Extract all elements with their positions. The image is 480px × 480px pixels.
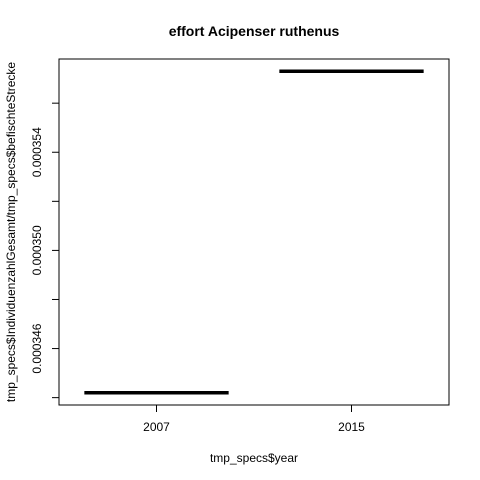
plot-frame	[58, 58, 450, 406]
y-axis: 0.000346 0.000350 0.000354	[30, 102, 59, 399]
y-tick-label: 0.000350	[30, 225, 44, 275]
x-tick-label: 2007	[143, 420, 170, 434]
data-marks	[84, 69, 424, 395]
x-axis-label: tmp_specs$year	[210, 451, 298, 465]
y-tick-label: 0.000354	[30, 127, 44, 177]
y-tick-label: 0.000346	[30, 323, 44, 373]
x-axis: 2007 2015	[143, 405, 365, 434]
chart-title: effort Acipenser ruthenus	[169, 23, 340, 39]
x-tick-label: 2015	[338, 420, 365, 434]
y-axis-label: tmp_specs$IndividuenzahlGesamt/tmp_specs…	[4, 62, 18, 403]
